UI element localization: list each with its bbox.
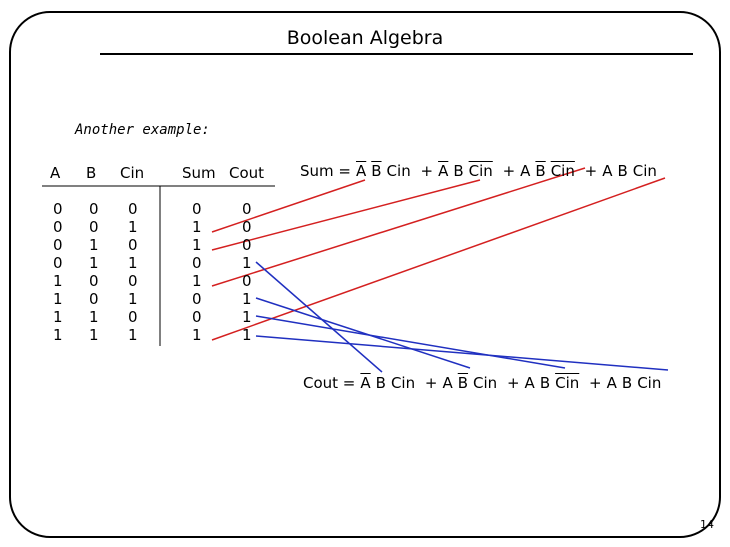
table-cell: 0 [128,236,138,254]
page-number: 14 [700,518,714,531]
equation-part: A [442,374,453,392]
equation-part: + [589,374,602,392]
table-cell: 1 [192,236,202,254]
table-cell: 0 [53,236,63,254]
equation-part: + [506,374,520,392]
cout-links [255,261,669,373]
table-cell: 0 [242,200,252,218]
table-cell: 1 [128,326,138,344]
table-cell: 1 [242,308,252,326]
table-cell: 0 [53,200,63,218]
table-cell: 0 [192,254,202,272]
table-cell: 1 [192,218,202,236]
table-cell: 1 [53,308,63,326]
table-cell: 0 [242,236,252,254]
equation-part: A [360,374,371,392]
table-cell: 0 [192,308,202,326]
column-header: B [86,164,97,182]
title: Boolean Algebra [286,27,444,49]
table-cell: 0 [53,218,63,236]
equation-part: B [375,374,386,392]
column-header: Cin [120,164,145,182]
table-cell: 1 [242,254,252,272]
equation-part: Cin [468,162,493,180]
equation-part: Cin [555,374,580,392]
table-cell: 1 [128,290,138,308]
table-cell: 0 [128,272,138,290]
table-cell: 0 [89,290,99,308]
equation-part: Cin [550,162,575,180]
table-cell: 1 [192,326,202,344]
table-cell: 0 [89,218,99,236]
table-cell: 1 [89,236,99,254]
table-cell: 1 [89,254,99,272]
equation-part: + [502,162,516,180]
equation-part: Cin [632,162,657,180]
equation-part: A [602,162,613,180]
table-cell: 0 [242,218,252,236]
equation-part: A [438,162,449,180]
equation-part: B [617,162,628,180]
equation-part: + [424,374,438,392]
subtitle: Another example: [75,122,210,138]
equation-part: Cout = [303,374,356,392]
equation-part: Cin [386,162,411,180]
equation-part: + [420,162,434,180]
column-header: Cout [229,164,265,182]
table-cell: 0 [192,200,202,218]
equation-part: Sum = [300,162,351,180]
equation-part: B [535,162,546,180]
table-cell: 1 [89,326,99,344]
table-cell: 1 [53,290,63,308]
equation-part: Cin [390,374,416,392]
sum-equation: Sum = A B Cin + A B Cin + A B Cin + A B Cin [300,162,662,180]
table-cell: 1 [192,272,202,290]
equation-part: Cin [637,374,662,392]
table-cell: 0 [128,308,138,326]
column-header: Sum [182,164,216,182]
equation-part: A [606,374,617,392]
equation-part: B [621,374,633,392]
table-cell: 1 [128,254,138,272]
frame [9,11,721,538]
table-cell: 1 [128,218,138,236]
equation-part: A [355,162,367,180]
equation-part: + [584,162,598,180]
table-cell: 0 [128,200,138,218]
table-cell: 0 [89,200,99,218]
equation-part: A [524,374,535,392]
table-cell: 0 [89,272,99,290]
table-cell: 1 [242,290,252,308]
cout-equation: Cout = A B Cin + A B Cin + A B Cin + A B Cin [303,374,666,392]
table-cell: 0 [242,272,252,290]
table-cell: 1 [53,326,63,344]
equation-part: B [457,374,469,392]
sum-links [211,167,666,341]
equation-part: B [453,162,464,180]
table-cell: 1 [89,308,99,326]
table-cell: 1 [242,326,252,344]
column-header: A [50,164,61,182]
table-cell: 1 [53,272,63,290]
equation-part: Cin [473,374,498,392]
table-cell: 0 [192,290,202,308]
equation-part: B [371,162,382,180]
equation-part: B [539,374,551,392]
equation-part: A [520,162,531,180]
table-cell: 0 [53,254,63,272]
